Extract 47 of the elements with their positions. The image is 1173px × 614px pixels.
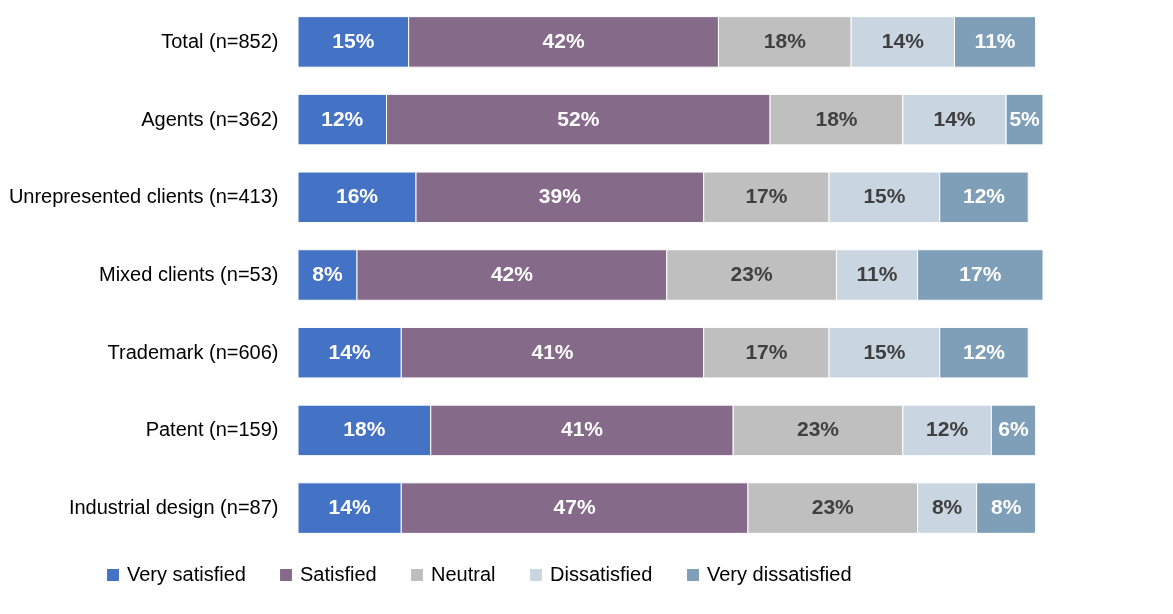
legend-label: Dissatisfied [550, 563, 653, 585]
data-label: 14% [881, 28, 925, 52]
y-tick-label: Industrial design (n=87) [68, 496, 279, 519]
data-label: 14% [328, 339, 371, 363]
y-tick-label: Patent (n=159) [145, 418, 279, 441]
data-label: 8% [931, 495, 963, 519]
data-label: 17% [745, 339, 788, 363]
data-label: 14% [933, 106, 976, 130]
data-label: 12% [962, 184, 1006, 208]
y-tick-label: Trademark (n=606) [107, 340, 279, 363]
y-tick-label: Agents (n=362) [141, 107, 279, 130]
data-label: 15% [863, 339, 906, 363]
data-label: 42% [490, 262, 534, 285]
data-label: 52% [557, 106, 600, 130]
data-label: 5% [1009, 106, 1041, 130]
data-label: 17% [959, 262, 1002, 285]
data-label: 23% [811, 495, 855, 519]
data-label: 14% [328, 495, 371, 519]
y-tick-label: Mixed clients (n=53) [98, 263, 279, 285]
y-tick-label: Total (n=852) [161, 29, 279, 52]
data-label: 12% [321, 106, 364, 130]
data-label: 42% [542, 28, 585, 52]
legend-label: Very satisfied [127, 563, 246, 585]
data-label: 11% [856, 262, 898, 285]
data-label: 41% [560, 417, 604, 441]
data-label: 12% [926, 417, 969, 441]
legend-label: Neutral [431, 563, 496, 585]
data-label: 39% [538, 184, 582, 208]
data-label: 6% [998, 417, 1029, 441]
data-label: 15% [863, 184, 906, 208]
data-label: 15% [332, 28, 375, 52]
y-tick-label: Unrepresented clients (n=413) [8, 185, 279, 208]
data-label: 41% [531, 339, 574, 363]
data-label: 16% [335, 184, 379, 208]
data-label: 18% [763, 28, 807, 52]
data-label: 11% [974, 28, 1016, 52]
data-label: 18% [343, 417, 386, 441]
data-label: 47% [553, 495, 596, 519]
data-label: 8% [990, 495, 1022, 519]
legend-label: Very dissatisfied [707, 563, 852, 585]
data-label: 17% [745, 184, 788, 208]
data-label: 8% [312, 262, 343, 285]
legend-label: Satisfied [300, 563, 377, 585]
data-label: 23% [797, 417, 840, 441]
data-label: 18% [815, 106, 858, 130]
data-label: 12% [962, 339, 1006, 363]
data-label: 23% [730, 262, 773, 285]
